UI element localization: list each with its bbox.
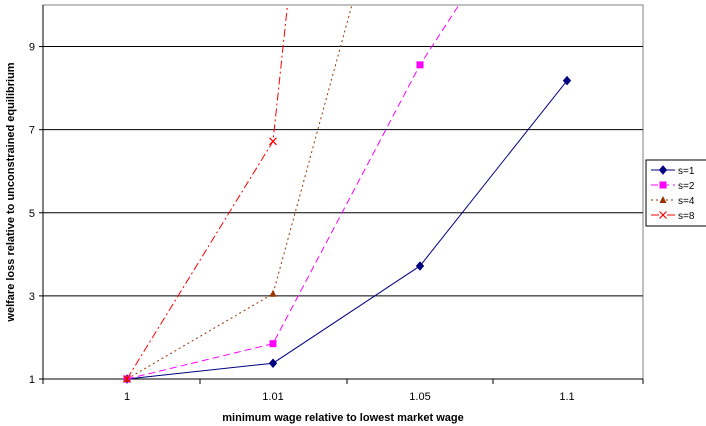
legend-label-s=2: s=2 [678,181,695,192]
legend: s=1 s=2 s=4 s=8 [645,159,706,227]
y-tick-label: 7 [29,125,35,137]
data-point-s=2 [416,61,424,69]
x-tick-label: 1.01 [262,391,283,403]
x-tick-label: 1.1 [559,391,574,403]
data-point-s=1 [562,75,572,86]
data-point-s=2 [269,340,277,348]
x-axis-title: minimum wage relative to lowest market w… [222,412,463,424]
data-point-s=8 [123,375,131,383]
data-point-s=1 [415,261,425,271]
legend-marker-s=4 [659,196,667,203]
y-tick-label: 5 [29,208,35,220]
legend-marker-s=2 [659,181,667,189]
data-point-s=1 [268,358,278,368]
legend-marker-s=1 [658,165,668,175]
series-line-s=1 [126,80,568,379]
y-tick-label: 9 [29,42,35,54]
legend-label-s=1: s=1 [678,166,695,177]
legend-marker-s=8 [659,211,667,219]
y-tick-label: 1 [29,374,35,386]
y-tick-label: 3 [29,291,35,303]
plot-area [42,4,644,380]
data-point-s=8 [269,137,277,146]
legend-label-s=8: s=8 [678,211,695,222]
y-axis-title: welfare loss relative to unconstrained e… [5,62,17,322]
series-line-s=4 [126,5,353,379]
data-point-s=4 [269,289,277,297]
x-tick-label: 1 [124,391,130,403]
legend-label-s=4: s=4 [678,196,695,207]
x-tick-label: 1.05 [409,391,430,403]
